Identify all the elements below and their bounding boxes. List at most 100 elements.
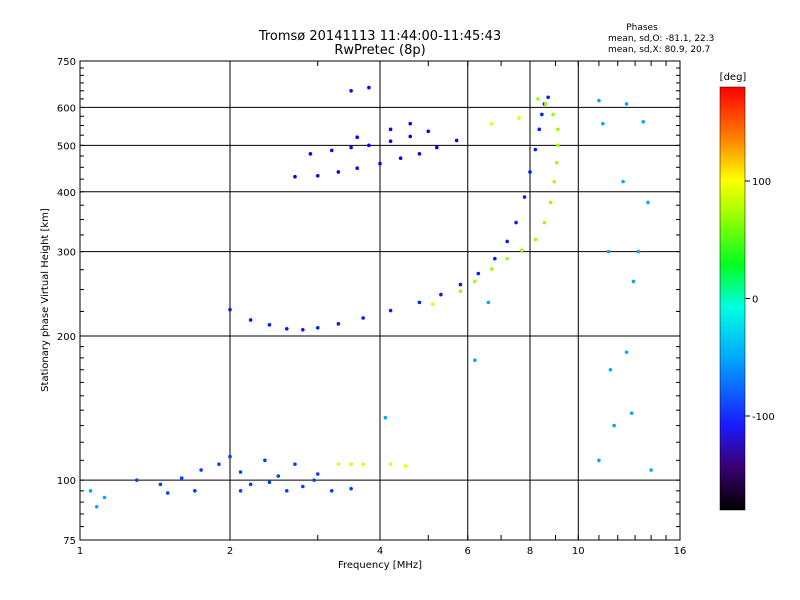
data-point (473, 358, 477, 363)
data-point (493, 256, 497, 261)
data-point (554, 160, 559, 165)
y-tick-label: 400 (57, 188, 76, 199)
colorbar-label: [deg] (720, 72, 747, 83)
phases-o-stats: mean, sd,O: -81.1, 22.3 (608, 34, 714, 44)
x-tick-label: 1 (77, 546, 83, 557)
data-point (293, 174, 297, 179)
data-point (349, 486, 353, 491)
x-tick-label: 16 (674, 546, 687, 557)
data-point (388, 462, 393, 466)
data-point (238, 489, 243, 493)
x-tick-label: 2 (227, 546, 233, 557)
data-point (489, 267, 494, 271)
data-point (355, 135, 359, 139)
data-point (548, 200, 553, 205)
data-point (88, 489, 93, 493)
data-point (519, 248, 524, 253)
data-point (315, 173, 320, 178)
data-point (267, 480, 272, 485)
y-tick-label: 200 (57, 332, 76, 343)
data-point (543, 102, 548, 106)
data-point (556, 143, 560, 148)
data-point (355, 166, 359, 170)
data-point (629, 411, 634, 415)
data-point (434, 145, 439, 150)
data-point (217, 462, 221, 466)
colorbar (719, 86, 746, 511)
data-point (439, 292, 443, 297)
data-point (458, 289, 463, 294)
data-point (551, 112, 555, 117)
data-point (417, 152, 422, 156)
data-point (430, 302, 435, 306)
data-point (454, 138, 459, 143)
data-point (552, 179, 557, 184)
data-point (301, 484, 305, 489)
data-point (649, 468, 653, 472)
data-point (349, 88, 353, 93)
data-point (308, 152, 313, 156)
data-point (102, 495, 107, 500)
data-point (536, 97, 540, 101)
data-point (312, 478, 316, 482)
y-tick-label: 600 (57, 103, 76, 114)
data-point (336, 322, 341, 326)
data-point (403, 464, 408, 468)
phases-x-stats: mean, sd,X: 80.9, 20.7 (608, 45, 710, 55)
colorbar-ticks: 100 0 -100 (745, 177, 775, 423)
data-point (315, 326, 320, 330)
data-point (276, 474, 281, 478)
x-tick-label: 8 (527, 546, 533, 557)
data-point (158, 482, 163, 487)
phases-heading: Phases (626, 23, 658, 33)
data-point (533, 237, 538, 242)
grid-lines (80, 61, 680, 540)
colorbar-tick-label: 100 (752, 177, 771, 188)
data-point (408, 134, 413, 139)
data-point (612, 423, 616, 428)
data-point (301, 328, 305, 332)
chart-title: Tromsø 20141113 11:44:00-11:45:43 (258, 29, 501, 44)
data-point (458, 282, 463, 287)
data-point (624, 102, 629, 106)
data-point (228, 454, 232, 459)
data-point (238, 470, 243, 474)
data-point (367, 85, 371, 90)
data-point (601, 121, 605, 126)
data-point (388, 139, 393, 144)
x-axis-label: Frequency [MHz] (338, 560, 422, 571)
y-tick-label: 750 (57, 57, 76, 68)
y-tick-label: 75 (63, 536, 76, 547)
data-point (473, 279, 477, 284)
data-point (388, 308, 393, 313)
colorbar-tick-label: 0 (752, 295, 758, 306)
data-point (417, 300, 422, 305)
x-tick-label: 4 (377, 546, 383, 557)
data-point (528, 170, 532, 174)
data-point (248, 318, 253, 322)
data-point (636, 249, 641, 254)
data-point (293, 462, 297, 466)
data-point (505, 239, 509, 244)
data-point (517, 116, 521, 120)
data-point (646, 200, 650, 205)
y-tick-label: 100 (57, 476, 76, 487)
y-axis: 75 100 200 300 400 500 600 750 (57, 57, 680, 547)
x-tick-label: 10 (572, 546, 585, 557)
data-point (284, 489, 289, 493)
data-point (378, 161, 382, 166)
y-tick-label: 300 (57, 248, 76, 259)
x-tick-label: 6 (465, 546, 471, 557)
data-point (514, 220, 518, 225)
colorbar-tick-label: -100 (752, 412, 775, 423)
data-point (522, 195, 527, 199)
data-point (533, 147, 538, 152)
data-point (489, 121, 494, 126)
data-point (165, 491, 170, 495)
data-point (284, 327, 289, 331)
data-point (556, 127, 560, 132)
data-point (263, 458, 267, 463)
data-point (361, 462, 365, 466)
data-point (361, 316, 365, 320)
